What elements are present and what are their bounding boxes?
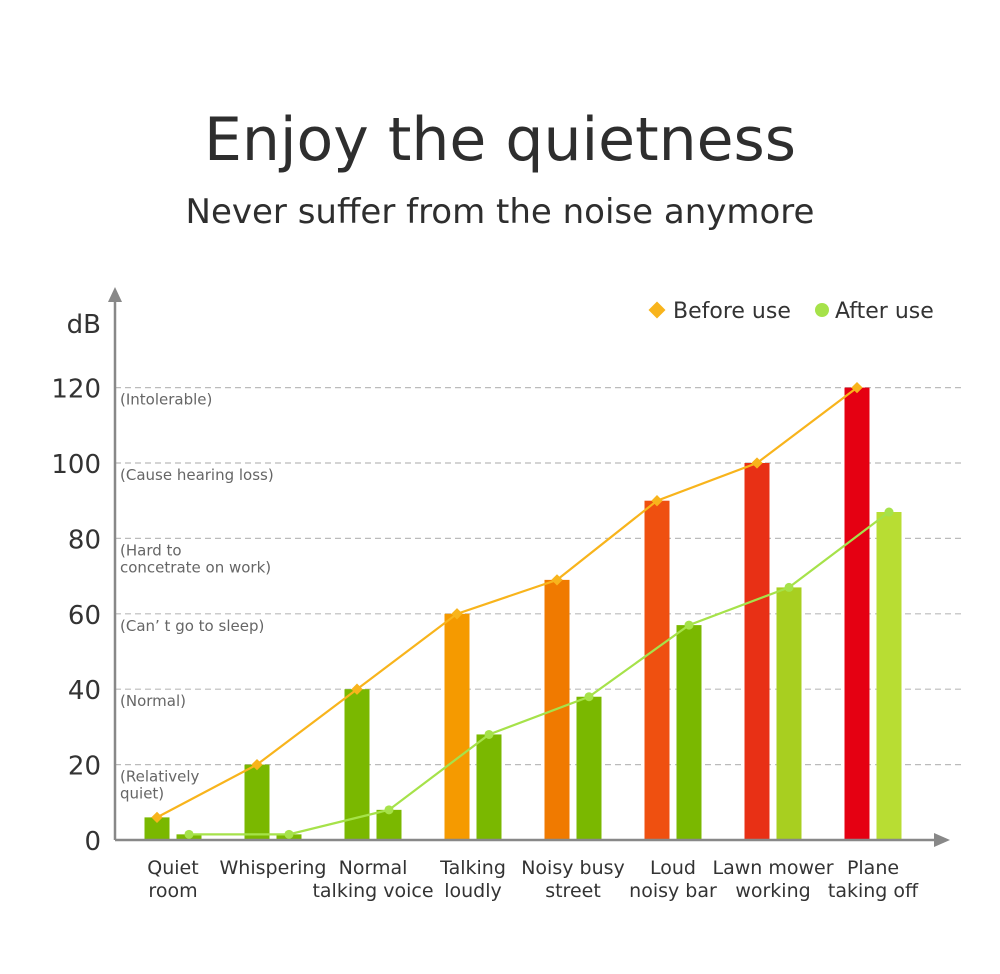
x-tick-label: Talking loudly bbox=[439, 857, 506, 902]
point-before bbox=[251, 758, 263, 771]
annotation-label: (Can’ t go to sleep) bbox=[120, 617, 264, 635]
bar-before bbox=[844, 387, 870, 840]
legend-marker-after bbox=[815, 303, 829, 317]
line-before bbox=[156, 386, 858, 819]
bar-before bbox=[644, 500, 670, 840]
y-tick-label: 120 bbox=[51, 375, 101, 405]
bar-after bbox=[576, 696, 602, 840]
bar-before bbox=[144, 817, 170, 840]
page-title: Enjoy the quietness bbox=[203, 105, 797, 175]
x-tick-label: Normal talking voice bbox=[312, 857, 433, 902]
series-lines bbox=[151, 381, 894, 839]
x-tick-label: Whispering bbox=[220, 857, 327, 879]
legend: Before use After use bbox=[648, 299, 934, 324]
point-before bbox=[851, 381, 863, 394]
y-tick-label: 40 bbox=[68, 676, 101, 706]
legend-label-before: Before use bbox=[673, 299, 791, 324]
point-before bbox=[651, 495, 663, 507]
point-before bbox=[551, 574, 563, 586]
point-after bbox=[584, 692, 594, 702]
axes: dB bbox=[67, 287, 950, 847]
y-tick-label: 80 bbox=[68, 525, 101, 555]
annotation-label: (Relatively bbox=[120, 768, 200, 786]
bar-after bbox=[476, 734, 502, 840]
point-before bbox=[451, 608, 463, 620]
point-after bbox=[684, 620, 694, 630]
x-tick-labels: Quiet room Whispering Normal talking voiceTa… bbox=[147, 857, 919, 902]
bar-after bbox=[776, 587, 802, 840]
y-tick-label: 60 bbox=[68, 601, 101, 631]
point-after bbox=[484, 729, 494, 739]
y-tick-label: 0 bbox=[84, 827, 101, 857]
y-tick-label: 100 bbox=[51, 450, 101, 480]
y-tick-labels: 0 20 40 60 80 100 120 bbox=[51, 375, 101, 857]
legend-marker-before bbox=[648, 301, 666, 319]
annotation-label: (Intolerable) bbox=[120, 391, 212, 409]
x-tick-label: Plane taking off bbox=[828, 857, 919, 902]
bar-after bbox=[676, 625, 702, 840]
y-tick-label: 20 bbox=[68, 752, 101, 782]
x-tick-label: Noisy busy street bbox=[521, 857, 625, 902]
bar-after bbox=[876, 512, 902, 840]
x-tick-label: Lawn mower working bbox=[712, 857, 833, 902]
page-subtitle: Never suffer from the noise anymore bbox=[185, 192, 815, 232]
y-axis-label: dB bbox=[67, 310, 101, 340]
annotation-label: concetrate on work) bbox=[120, 558, 271, 576]
point-after bbox=[184, 829, 194, 839]
bar-after bbox=[376, 809, 402, 840]
x-tick-label: Loud noisy bar bbox=[629, 857, 717, 902]
annotation-label: (Normal) bbox=[120, 692, 186, 710]
point-before bbox=[751, 457, 763, 469]
gridline-annotations: (Intolerable) (Cause hearing loss) (Hard t… bbox=[120, 391, 274, 803]
legend-label-after: After use bbox=[835, 299, 934, 324]
point-after bbox=[784, 582, 794, 592]
point-after bbox=[384, 805, 394, 815]
y-axis-arrow bbox=[108, 287, 122, 302]
line-after bbox=[189, 511, 890, 836]
point-before bbox=[351, 683, 363, 695]
annotation-label: quiet) bbox=[120, 785, 164, 803]
annotation-label: (Hard to bbox=[120, 541, 182, 559]
x-axis-arrow bbox=[934, 833, 950, 847]
annotation-label: (Cause hearing loss) bbox=[120, 466, 274, 484]
point-after bbox=[284, 829, 294, 839]
bar-before bbox=[244, 764, 270, 840]
bar-before bbox=[744, 463, 770, 840]
point-after bbox=[884, 507, 894, 517]
point-before bbox=[151, 811, 163, 824]
x-tick-label: Quiet room bbox=[147, 857, 198, 902]
bars bbox=[144, 387, 902, 840]
bar-before bbox=[444, 613, 470, 840]
